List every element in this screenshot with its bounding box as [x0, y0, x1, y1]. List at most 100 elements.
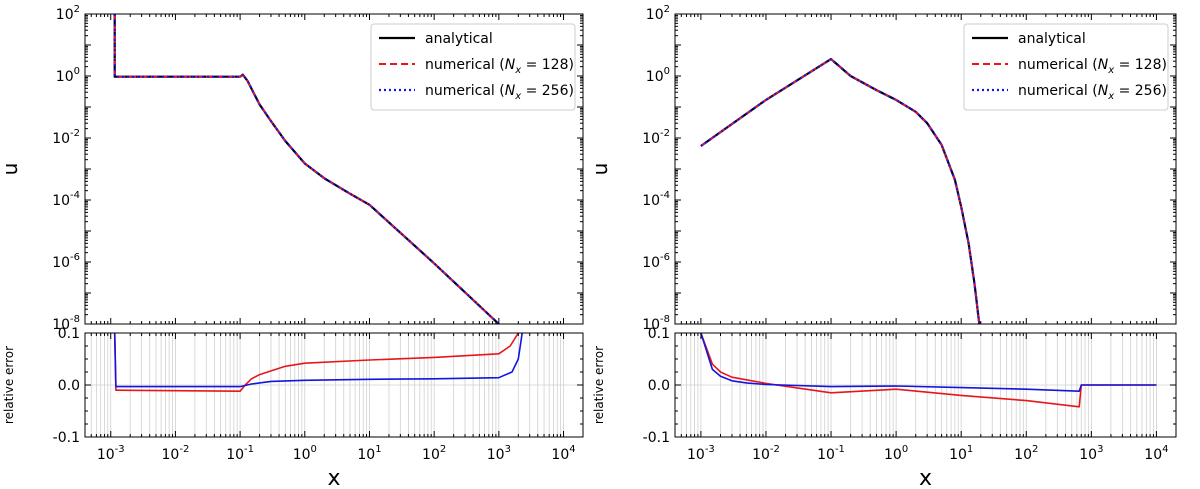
tick-label-exponent: 2: [440, 444, 446, 455]
tick-label-exponent: 1: [375, 444, 381, 455]
legend-label: analytical: [1018, 31, 1086, 47]
legend-label: numerical (Nx = 256): [425, 83, 574, 102]
y-tick-label: 10-2: [52, 128, 80, 147]
tick-label-exponent: -2: [70, 128, 80, 139]
tick-label-base: 10: [949, 447, 967, 463]
tick-label-base: 10: [642, 193, 660, 209]
tick-label-exponent: 4: [1162, 444, 1168, 455]
x-tick-label: 103: [487, 444, 511, 463]
y-tick-label: 10-2: [642, 128, 670, 147]
tick-label-base: 10: [226, 447, 244, 463]
tick-label-exponent: -1: [244, 444, 254, 455]
legend-label: analytical: [425, 31, 493, 47]
y-tick-label: 102: [646, 4, 670, 23]
legend-label-part: = 128): [1114, 57, 1167, 73]
x-axis-label: x: [919, 466, 932, 489]
y-tick-label: 100: [646, 66, 670, 85]
tick-label-exponent: 2: [664, 4, 670, 15]
y-tick-label: -0.1: [53, 430, 80, 446]
tick-label-base: 10: [1079, 447, 1097, 463]
series-line-numerical-nx-256: [700, 333, 1157, 393]
legend-label: numerical (Nx = 128): [425, 57, 574, 76]
tick-label-exponent: 4: [569, 444, 575, 455]
tick-label-base: 10: [357, 447, 375, 463]
tick-label-base: 10: [56, 69, 74, 85]
y-tick-label: 10-4: [642, 190, 670, 209]
y-axis-label: u: [588, 163, 612, 176]
legend-label: numerical (Nx = 256): [1018, 83, 1167, 102]
tick-label-base: 10: [551, 447, 569, 463]
legend-label-part: x: [514, 91, 521, 102]
tick-label-base: 10: [817, 447, 835, 463]
legend-label-part: N: [505, 83, 516, 99]
y-tick-label: 10-8: [642, 314, 670, 333]
tick-label-base: 10: [752, 447, 770, 463]
tick-label-exponent: 0: [902, 444, 908, 455]
tick-label-exponent: 1: [967, 444, 973, 455]
y-tick-label: 0.1: [648, 326, 670, 342]
y-tick-label: 100: [56, 66, 80, 85]
tick-label-exponent: 2: [74, 4, 80, 15]
legend-label-part: = 256): [1114, 83, 1167, 99]
x-tick-label: 104: [1144, 444, 1168, 463]
legend-label-part: = 128): [521, 57, 574, 73]
x-tick-label: 10-2: [162, 444, 190, 463]
panels: 10-810-610-410-2100102uanalyticalnumeric…: [0, 4, 1177, 489]
x-tick-label: 101: [357, 444, 381, 463]
y-tick-label: 0.1: [58, 326, 80, 342]
tick-label-base: 10: [884, 447, 902, 463]
tick-label-exponent: -1: [835, 444, 845, 455]
x-tick-label: 100: [293, 444, 317, 463]
y-tick-label: 0.0: [648, 378, 670, 394]
tick-label-base: 10: [487, 447, 505, 463]
x-tick-label: 104: [551, 444, 575, 463]
tick-label-exponent: -4: [660, 190, 670, 201]
series-line-numerical-nx-128: [700, 333, 1157, 408]
tick-label-base: 10: [162, 447, 180, 463]
y-tick-label: 0.0: [58, 378, 80, 394]
tick-label-exponent: 0: [664, 66, 670, 77]
series-line-analytical: [700, 57, 981, 324]
tick-label-base: 10: [642, 255, 660, 271]
tick-label-exponent: -2: [660, 128, 670, 139]
legend-label-part: N: [505, 57, 516, 73]
tick-label-exponent: -4: [70, 190, 80, 201]
legend-label-part: N: [1098, 83, 1109, 99]
y-tick-label: 10-8: [52, 314, 80, 333]
tick-label-base: 10: [52, 131, 70, 147]
tick-label-exponent: 0: [74, 66, 80, 77]
x-tick-label: 10-3: [97, 444, 125, 463]
legend-box: [370, 23, 576, 111]
tick-label-exponent: -6: [660, 252, 670, 263]
tick-label-base: 10: [52, 193, 70, 209]
tick-label-base: 10: [1144, 447, 1162, 463]
legend-label-part: numerical (: [1018, 57, 1098, 73]
y-tick-label: -0.1: [643, 430, 670, 446]
tick-label-exponent: -8: [70, 314, 80, 325]
tick-label-exponent: -3: [705, 444, 715, 455]
series-line-numerical-nx-128: [113, 333, 519, 393]
tick-label-base: 10: [97, 447, 115, 463]
x-tick-label: 100: [884, 444, 908, 463]
panel-top-left: 10-810-610-410-2100102uanalyticalnumeric…: [0, 4, 584, 333]
legend-label-part: x: [1107, 65, 1114, 76]
x-tick-label: 101: [949, 444, 973, 463]
series-line-numerical-nx-256: [113, 333, 523, 388]
tick-label-exponent: -8: [660, 314, 670, 325]
tick-label-exponent: 0: [311, 444, 317, 455]
tick-label-base: 10: [52, 317, 70, 333]
tick-label-base: 10: [687, 447, 705, 463]
y-axis-label: u: [0, 163, 22, 176]
tick-label-base: 10: [646, 7, 664, 23]
tick-label-exponent: 3: [1097, 444, 1103, 455]
panel-top-right: 10-810-610-410-2100102uanalyticalnumeric…: [588, 4, 1177, 333]
tick-label-base: 10: [642, 131, 660, 147]
x-axis-label: x: [327, 466, 340, 489]
panel-bottom-right: 10-3 10-2 10-1 100 101 102 103 1040.10.0-0.1rel…: [592, 326, 1177, 489]
y-axis-label: relative error: [592, 346, 606, 424]
tick-label-base: 10: [422, 447, 440, 463]
legend-label-part: x: [1107, 91, 1114, 102]
panel-bottom-left: 10-3 10-2 10-1 100 101 102 103 1040.10.0-0.1rel…: [2, 326, 584, 489]
tick-label-exponent: 3: [505, 444, 511, 455]
